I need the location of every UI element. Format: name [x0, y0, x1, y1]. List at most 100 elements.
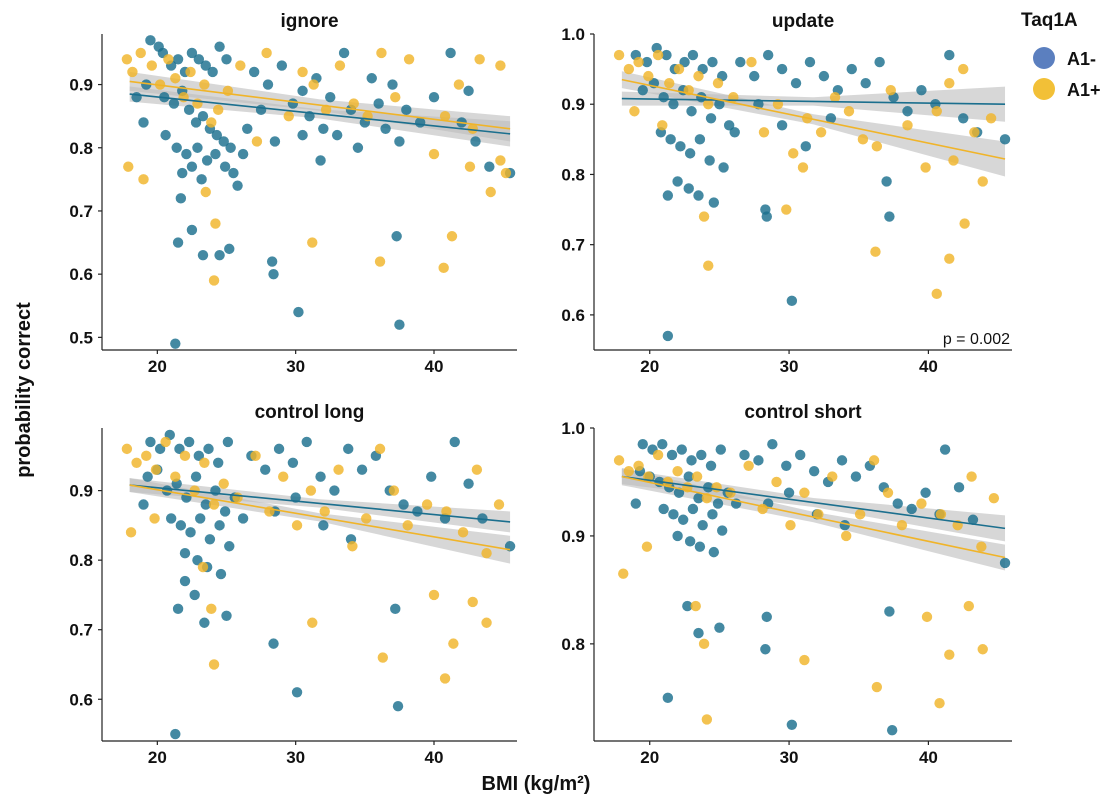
data-point-A1-: [352, 142, 364, 153]
data-point-A1+: [652, 449, 664, 461]
data-point-A1-: [714, 622, 725, 633]
data-point-A1-: [210, 148, 221, 160]
data-point-A1-: [175, 193, 187, 204]
data-point-A1-: [380, 123, 391, 134]
y-tick-label: 0.6: [69, 690, 93, 709]
data-point-A1-: [183, 436, 195, 448]
data-point-A1+: [464, 161, 476, 172]
data-point-A1-: [684, 536, 696, 547]
data-point-A1+: [885, 84, 896, 96]
data-point-A1+: [197, 561, 209, 573]
data-point-A1+: [374, 256, 386, 267]
data-point-A1-: [630, 498, 641, 509]
data-point-A1+: [185, 66, 196, 78]
data-point-A1-: [329, 485, 340, 496]
x-tick-label: 40: [919, 357, 938, 376]
data-point-A1-: [637, 84, 648, 96]
data-point-A1+: [307, 617, 318, 628]
data-point-A1+: [457, 527, 469, 538]
data-point-A1-: [172, 54, 184, 65]
data-point-A1-: [776, 63, 788, 75]
data-point-A1+: [291, 520, 303, 531]
data-point-A1+: [208, 275, 220, 286]
data-point-A1+: [785, 519, 796, 531]
data-point-A1-: [662, 190, 674, 201]
data-point-A1-: [131, 92, 142, 103]
data-point-A1+: [969, 127, 980, 138]
data-point-A1+: [308, 79, 319, 90]
y-tick-label: 0.7: [69, 621, 93, 640]
data-point-A1-: [394, 319, 405, 330]
y-tick-label: 0.6: [69, 265, 93, 284]
data-point-A1-: [850, 471, 862, 482]
data-point-A1+: [200, 186, 211, 198]
data-point-A1-: [221, 610, 232, 621]
data-point-A1+: [921, 611, 933, 623]
data-point-A1+: [854, 509, 866, 520]
data-point-A1-: [967, 514, 979, 525]
data-point-A1-: [658, 503, 669, 515]
data-point-A1-: [800, 141, 811, 152]
data-point-A1+: [121, 54, 133, 65]
data-point-A1-: [168, 98, 180, 109]
data-point-A1-: [884, 606, 895, 617]
x-tick-label: 40: [919, 748, 938, 767]
data-point-A1-: [783, 487, 795, 498]
data-point-A1-: [697, 519, 708, 531]
data-point-A1-: [224, 243, 235, 255]
data-point-A1-: [331, 129, 343, 141]
data-point-A1-: [676, 444, 687, 455]
data-point-A1-: [693, 627, 704, 639]
data-point-A1+: [441, 506, 452, 517]
y-tick-label: 0.9: [69, 76, 93, 95]
data-point-A1-: [201, 155, 213, 166]
ci-band-A1-: [129, 86, 511, 147]
data-point-A1-: [683, 183, 694, 194]
data-point-A1-: [268, 638, 279, 649]
data-point-A1-: [207, 66, 218, 78]
y-axis-title: probability correct: [13, 302, 35, 478]
panel-control-short: control short 0.8 0.9 1.0 20 30 40: [561, 402, 1012, 767]
data-point-A1-: [902, 106, 913, 117]
data-point-A1-: [716, 525, 728, 536]
y-tick-label: 0.8: [69, 551, 93, 570]
data-point-A1+: [871, 141, 883, 152]
data-point-A1-: [677, 514, 689, 525]
data-point-A1-: [808, 465, 820, 477]
data-point-A1-: [707, 509, 718, 520]
data-point-A1-: [735, 56, 746, 68]
data-point-A1+: [882, 487, 894, 498]
data-point-A1-: [190, 471, 202, 482]
data-point-A1+: [920, 162, 931, 173]
data-point-A1-: [179, 548, 191, 559]
data-point-A1+: [977, 176, 988, 187]
data-point-A1-: [276, 60, 288, 71]
data-point-A1+: [657, 120, 668, 131]
data-point-A1-: [790, 77, 802, 89]
data-point-A1+: [633, 56, 644, 68]
data-point-A1-: [672, 176, 683, 187]
data-point-A1-: [687, 49, 699, 61]
data-point-A1-: [219, 506, 231, 517]
data-point-A1+: [977, 644, 988, 655]
ci-band-A1-: [621, 469, 1006, 542]
data-point-A1-: [154, 443, 166, 455]
data-point-A1-: [224, 541, 235, 552]
data-point-A1-: [470, 136, 481, 147]
legend: Taq1A A1- A1+: [1021, 10, 1101, 100]
fit-line-A1+: [129, 484, 511, 551]
data-point-A1-: [693, 190, 704, 201]
data-point-A1+: [712, 77, 724, 89]
data-point-A1-: [195, 513, 206, 524]
fit-line-A1-: [621, 475, 1006, 530]
data-point-A1+: [377, 652, 389, 663]
data-point-A1+: [206, 603, 217, 615]
panel-update: update 0.6 0.7 0.8 0.9 1.0 20 30 40 p = 0.002: [561, 11, 1012, 376]
data-point-A1+: [799, 654, 810, 666]
legend-swatch-a1-minus: [1033, 47, 1055, 69]
data-point-A1+: [758, 127, 770, 138]
data-point-A1-: [343, 443, 354, 455]
data-point-A1+: [319, 506, 330, 517]
x-tick-label: 20: [148, 748, 167, 767]
